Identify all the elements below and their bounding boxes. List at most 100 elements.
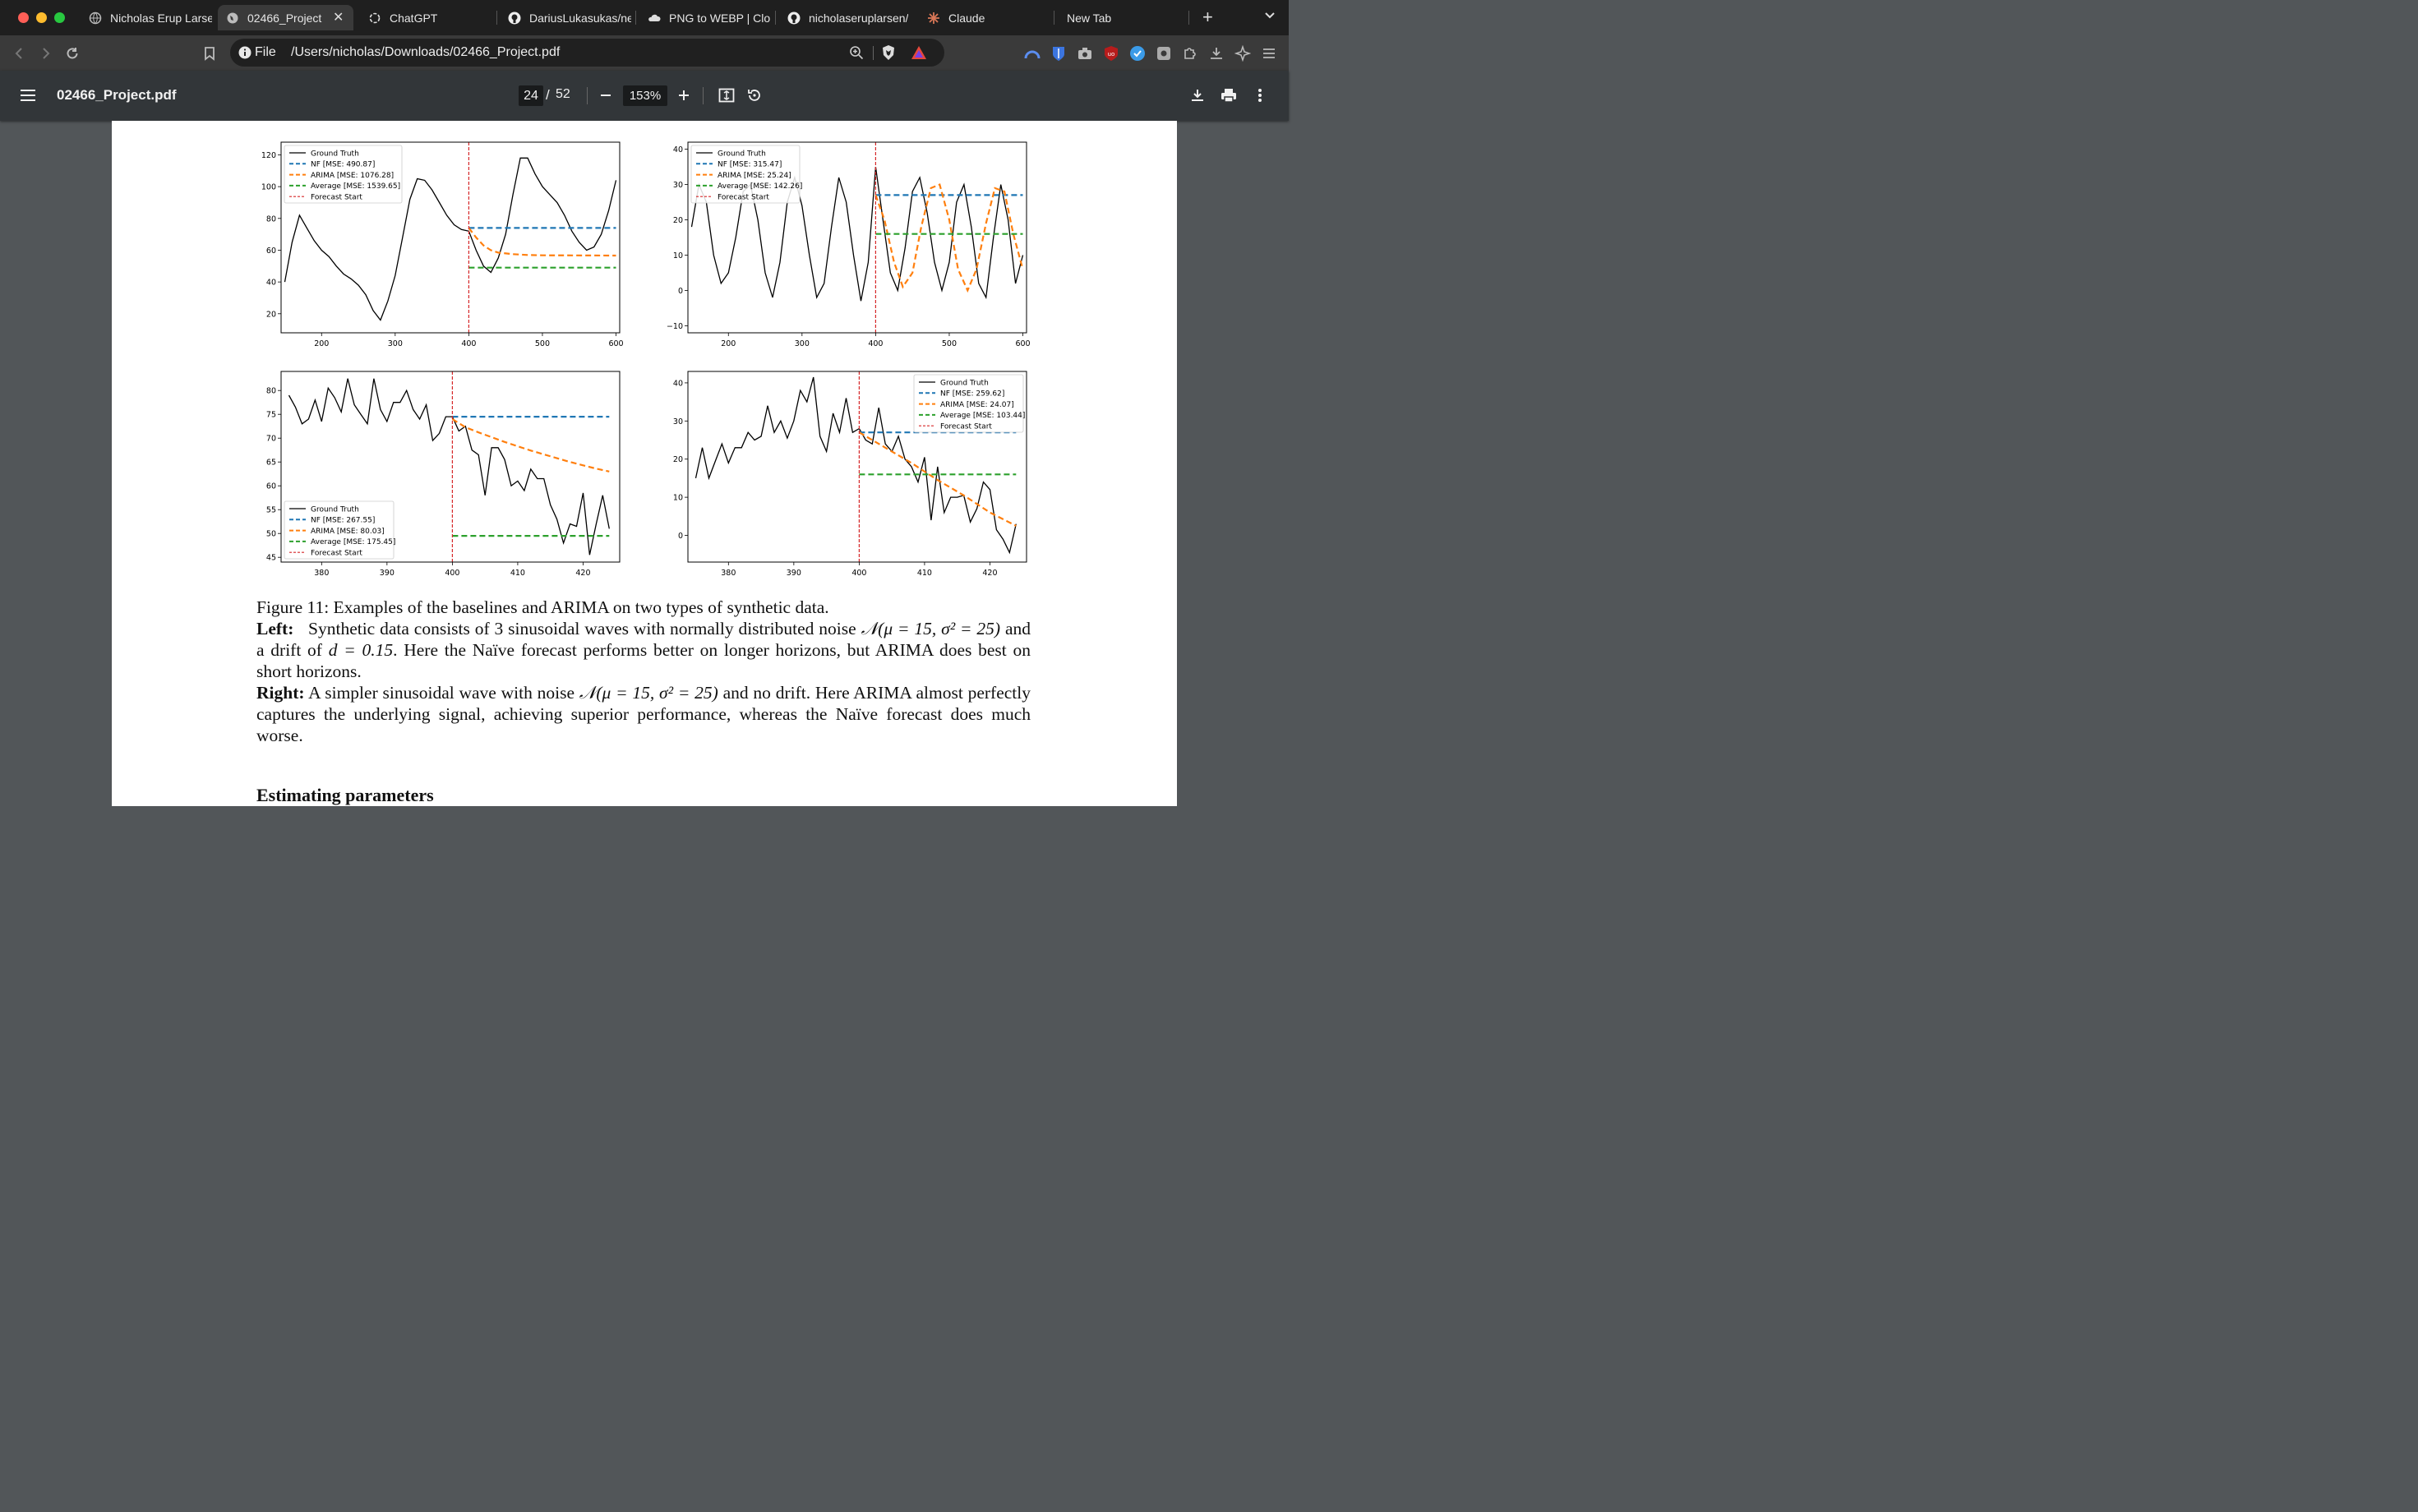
download-icon[interactable] <box>1188 86 1207 104</box>
zoom-level: 153% <box>629 89 662 103</box>
series-line-3 <box>858 431 1017 527</box>
close-window-button[interactable] <box>18 12 29 23</box>
page-separator: / <box>546 87 550 103</box>
x-tick-label: 200 <box>314 339 329 348</box>
x-tick-label: 300 <box>388 339 403 348</box>
y-tick-label: 20 <box>673 455 683 464</box>
bookmark-icon[interactable] <box>200 44 219 63</box>
chatgpt-icon <box>368 12 381 25</box>
legend-box <box>284 500 395 560</box>
legend-box <box>913 374 1024 433</box>
tab-7[interactable]: New Tab <box>1059 5 1182 30</box>
sidebar-menu-icon[interactable] <box>18 85 38 105</box>
extension-arc-icon[interactable] <box>1022 44 1042 63</box>
page-number-input[interactable]: 24 <box>519 85 543 106</box>
reload-icon[interactable] <box>62 44 82 63</box>
y-tick-label: 30 <box>673 417 683 426</box>
bitwarden-icon[interactable] <box>1049 44 1068 63</box>
y-tick-label: −10 <box>667 322 683 331</box>
x-tick-label: 400 <box>851 569 866 578</box>
extensions-puzzle-icon[interactable] <box>1180 44 1200 63</box>
axes-frame <box>280 371 621 563</box>
tab-6[interactable]: Claude <box>919 5 1050 30</box>
zoom-icon[interactable] <box>849 45 864 64</box>
tab-label: DariusLukasukas/ne <box>529 11 631 25</box>
zoom-level-input[interactable]: 153% <box>623 85 667 106</box>
caption-left-text-b: and a drift of <box>256 619 1031 660</box>
new-tab-icon[interactable]: + <box>1202 7 1213 27</box>
screenshot-icon[interactable] <box>1154 44 1174 63</box>
x-tick-label: 400 <box>868 339 883 348</box>
legend: Ground Truth NF [MSE: 315.47] ARIMA [MSE: … <box>690 145 802 204</box>
brave-rewards-icon[interactable] <box>911 45 927 64</box>
rotate-icon[interactable] <box>745 86 764 104</box>
brave-shield-icon[interactable] <box>881 44 896 65</box>
legend-label: NF [MSE: 259.62] <box>940 390 1004 399</box>
tab-label: 02466_Project <box>247 11 322 25</box>
caption-right-label: Right: <box>256 683 305 703</box>
caption-right-text-a: A simpler sinusoidal wave with noise <box>308 683 575 703</box>
menu-icon[interactable] <box>1259 44 1279 63</box>
legend-label: Average [MSE: 142.26] <box>718 182 802 191</box>
current-page: 24 <box>524 88 538 103</box>
tab-4[interactable]: PNG to WEBP | Clou <box>639 5 771 30</box>
leo-ai-icon[interactable] <box>1233 44 1253 63</box>
legend-label: NF [MSE: 267.55] <box>311 517 375 525</box>
caption-left-math2: d = 0.15 <box>328 640 394 660</box>
y-tick-label: 120 <box>261 151 276 160</box>
y-tick-label: 75 <box>266 411 276 420</box>
tab-5[interactable]: nicholaseruplarsen/ <box>779 5 911 30</box>
more-options-icon[interactable] <box>1251 86 1269 104</box>
tab-3[interactable]: DariusLukasukas/ne <box>500 5 631 30</box>
y-tick-label: 60 <box>266 247 276 256</box>
zoom-out-icon[interactable] <box>597 86 615 104</box>
pdf-toolbar: 02466_Project.pdf 24 / 52 153% <box>0 71 1289 121</box>
pdf-filename: 02466_Project.pdf <box>57 87 177 103</box>
legend: Ground Truth NF [MSE: 490.87] ARIMA [MSE: … <box>284 145 403 204</box>
tab-1[interactable]: 02466_Project ✕ <box>218 5 353 30</box>
info-icon[interactable] <box>238 46 251 63</box>
address-bar[interactable]: File /Users/nicholas/Downloads/02466_Pro… <box>230 39 944 67</box>
url-text[interactable]: /Users/nicholas/Downloads/02466_Project.… <box>291 45 561 59</box>
downloads-icon[interactable] <box>1207 44 1226 63</box>
y-tick-label: 0 <box>678 532 683 541</box>
y-tick-label: 100 <box>261 183 276 192</box>
tab-0[interactable]: Nicholas Erup Larse <box>81 5 212 30</box>
github-icon <box>787 12 801 25</box>
caption-left-math: 𝒩(μ = 15, σ² = 25) <box>861 619 1001 638</box>
zoom-in-icon[interactable] <box>675 86 693 104</box>
legend-label: Ground Truth <box>311 505 359 514</box>
minimize-window-button[interactable] <box>36 12 47 23</box>
fit-page-icon[interactable] <box>718 86 736 104</box>
camera-icon[interactable] <box>1075 44 1095 63</box>
x-tick-label: 380 <box>314 569 329 578</box>
legend-label: Average [MSE: 175.45] <box>311 538 395 546</box>
y-tick-label: 20 <box>266 310 276 319</box>
y-tick-label: 10 <box>673 251 683 260</box>
claude-icon <box>927 12 940 25</box>
ublock-icon[interactable]: uo <box>1101 44 1121 63</box>
caption-right-text-b: and no drift. Here ARIMA almost perfectl… <box>256 683 1031 745</box>
tab-2[interactable]: ChatGPT <box>360 5 491 30</box>
zoom-window-button[interactable] <box>54 12 65 23</box>
legend-label: Average [MSE: 1539.65] <box>311 182 400 191</box>
x-tick-label: 500 <box>535 339 550 348</box>
figure-caption: Figure 11: Examples of the baselines and… <box>256 597 1031 746</box>
extension-check-icon[interactable] <box>1128 44 1147 63</box>
x-tick-label: 420 <box>982 569 997 578</box>
y-tick-label: 65 <box>266 459 276 468</box>
caption-right-math: 𝒩(μ = 15, σ² = 25) <box>579 683 718 703</box>
x-tick-label: 500 <box>942 339 957 348</box>
caption-right-paragraph: Right: A simpler sinusoidal wave with no… <box>256 682 1031 746</box>
plot-area <box>288 371 610 562</box>
legend-label: ARIMA [MSE: 24.07] <box>940 401 1014 409</box>
forward-icon[interactable] <box>35 44 55 63</box>
close-tab-icon[interactable]: ✕ <box>333 11 344 25</box>
print-icon[interactable] <box>1220 86 1238 104</box>
back-icon[interactable] <box>10 44 30 63</box>
tab-label: PNG to WEBP | Clou <box>669 11 771 25</box>
globe-icon <box>89 12 102 25</box>
y-tick-label: 40 <box>673 379 683 388</box>
tab-list-chevron-icon[interactable] <box>1264 10 1276 25</box>
axes-frame <box>687 141 1027 334</box>
